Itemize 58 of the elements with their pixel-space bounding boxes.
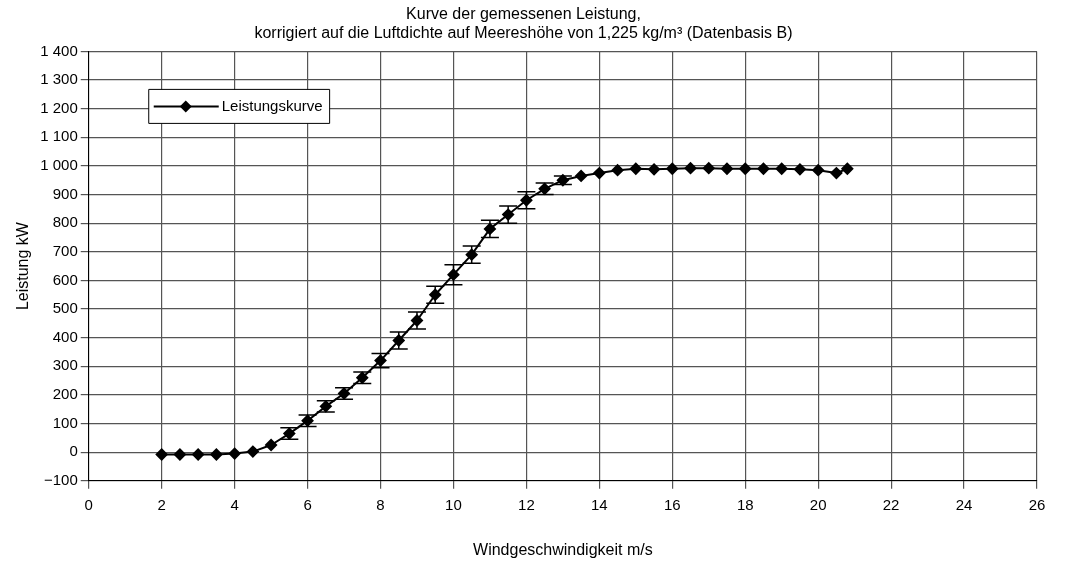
x-tick-label: 10 (445, 495, 462, 513)
y-tick-label: −100 (43, 470, 78, 488)
y-tick-label: 1 300 (40, 70, 78, 88)
point (757, 162, 770, 175)
y-tick-label: 400 (52, 327, 78, 345)
x-axis-title: Windgeschwindigkeit m/s (473, 540, 653, 558)
x-tick-label: 26 (1028, 495, 1046, 513)
y-tick-label: 600 (52, 270, 78, 288)
point (684, 162, 697, 175)
point (775, 162, 788, 175)
y-tick-label: 200 (52, 385, 78, 403)
y-tick-label: 1 100 (40, 127, 78, 145)
point (155, 448, 168, 461)
y-tick-label: 1 400 (40, 41, 78, 59)
x-tick-label: 4 (230, 495, 239, 513)
y-tick-label: 1 000 (40, 156, 78, 174)
y-tick-label: 900 (52, 184, 78, 202)
y-tick-label: 500 (52, 299, 78, 317)
point (830, 167, 843, 180)
point (575, 169, 588, 182)
point (702, 162, 715, 175)
x-tick-label: 14 (591, 495, 608, 513)
x-tick-label: 20 (809, 495, 827, 513)
x-tick-label: 18 (736, 495, 754, 513)
point (593, 167, 606, 180)
x-tick-label: 16 (663, 495, 681, 513)
point (841, 162, 854, 175)
point (611, 164, 624, 177)
y-tick-label: 700 (52, 241, 78, 259)
point (812, 164, 825, 177)
point (192, 448, 205, 461)
y-tick-label: 300 (52, 356, 78, 374)
chart-title: Kurve der gemessenen Leistung, korrigiert auf die Luftdichte auf Meereshöhe von 1,225 kg/m³ (Datenbasis B) (254, 5, 793, 42)
y-tick-label: 1 200 (40, 98, 78, 116)
point (720, 162, 733, 175)
point (648, 163, 661, 176)
point (739, 162, 752, 175)
x-tick-label: 8 (376, 495, 385, 513)
x-tick-label: 22 (882, 495, 900, 513)
point (666, 162, 679, 175)
x-tick-label: 0 (84, 495, 93, 513)
x-tick-label: 24 (955, 495, 973, 513)
point (246, 445, 259, 458)
point (265, 439, 278, 452)
y-tick-label: 0 (69, 442, 78, 460)
y-tick-label: 100 (52, 413, 78, 431)
x-tick-label: 6 (303, 495, 312, 513)
point (629, 162, 642, 175)
x-tick-label: 12 (518, 495, 535, 513)
point (228, 447, 241, 460)
point (793, 163, 806, 176)
point (210, 448, 223, 461)
point (173, 448, 186, 461)
y-axis-title: Leistung kW (14, 221, 32, 311)
y-tick-label: 800 (52, 213, 78, 231)
legend-label: Leistungskurve (221, 96, 323, 114)
x-tick-label: 2 (157, 495, 166, 513)
point (447, 268, 460, 281)
